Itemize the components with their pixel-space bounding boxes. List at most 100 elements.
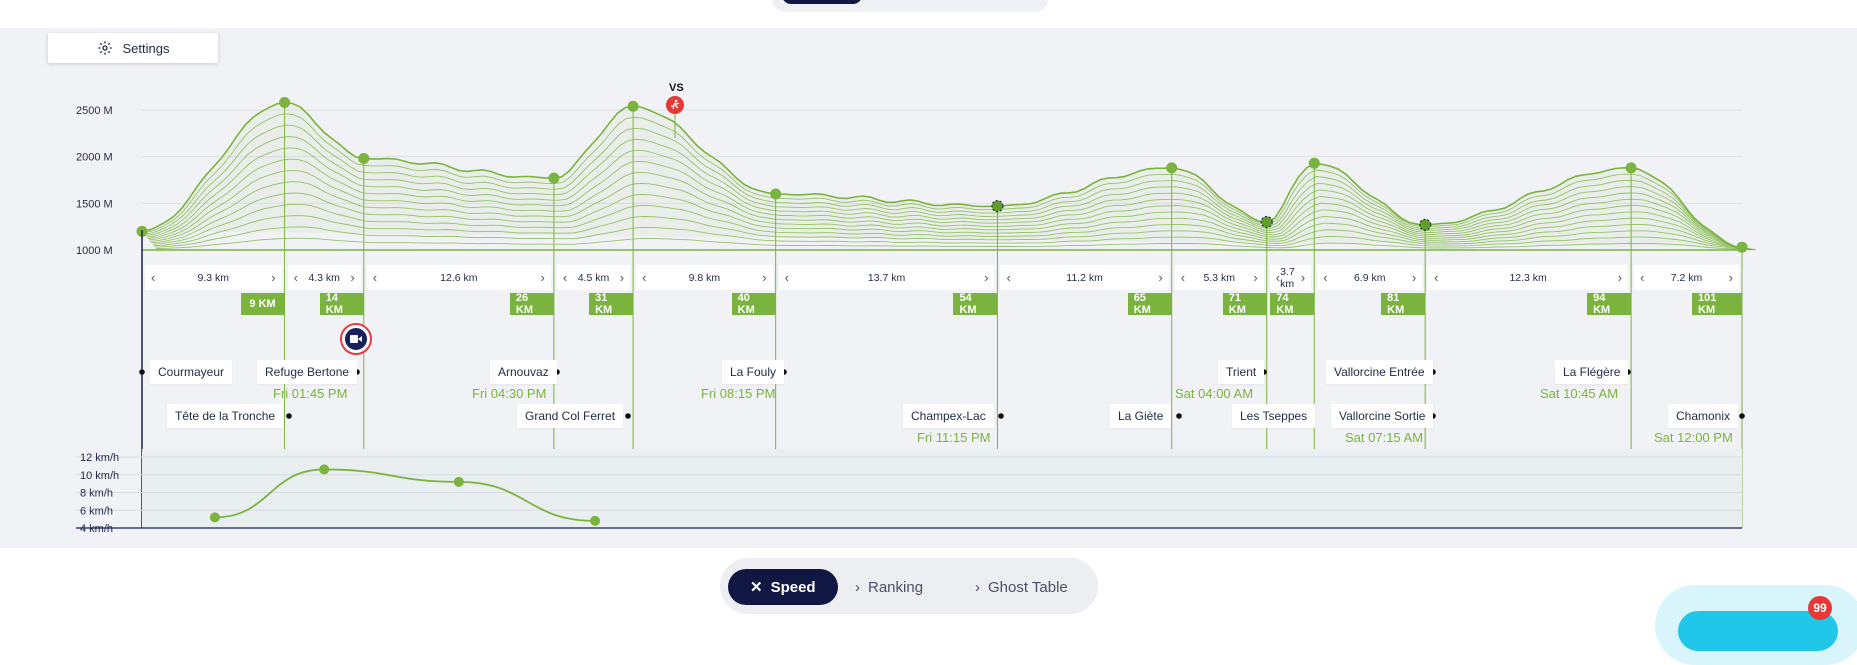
chevron-left-icon[interactable]: ‹ — [1323, 270, 1328, 285]
segment-distance[interactable]: ‹ 9.3 km › — [145, 265, 282, 290]
chevron-left-icon[interactable]: ‹ — [151, 270, 156, 285]
tab-ranking-label: Ranking — [868, 578, 924, 596]
champex-lac-label[interactable]: Champex-Lac — [903, 404, 994, 428]
tab-ranking[interactable]: › Ranking — [855, 569, 923, 605]
chevron-left-icon[interactable]: ‹ — [642, 270, 647, 285]
speed-point[interactable] — [319, 464, 330, 475]
chevron-right-icon[interactable]: › — [1158, 270, 1163, 285]
elevation-profile-line — [150, 181, 1751, 250]
elevation-profile-line — [143, 113, 1744, 248]
chevron-right-icon[interactable]: › — [1411, 270, 1417, 285]
segment-distance[interactable]: ‹ 9.8 km › — [636, 265, 773, 290]
les-tseppes-label[interactable]: Les Tseppes — [1232, 404, 1316, 428]
chevron-right-icon[interactable]: › — [762, 270, 767, 285]
chevron-right-icon[interactable]: › — [1617, 270, 1623, 285]
checkpoint-dot[interactable] — [279, 97, 291, 109]
connector-dot — [625, 413, 631, 419]
elevation-profile-line — [154, 226, 1755, 251]
chevron-left-icon[interactable]: ‹ — [293, 270, 298, 285]
speed-tick-label: 8 km/h — [80, 488, 113, 500]
chevron-right-icon[interactable]: › — [540, 270, 545, 285]
settings-button[interactable]: Settings — [48, 33, 218, 63]
segment-distance[interactable]: ‹ 4.3 km › — [287, 265, 361, 290]
elevation-chart: 2500 M 2000 M 1500 M 1000 M 12 km/h 10 km/h 8 … — [76, 97, 1757, 535]
runner-icon[interactable] — [666, 96, 684, 114]
la-fouly-label[interactable]: La Fouly — [722, 360, 785, 384]
segment-distance[interactable]: ‹ 12.3 km › — [1428, 265, 1629, 290]
checkpoint-dot[interactable] — [1419, 218, 1432, 231]
chevron-left-icon[interactable]: ‹ — [1275, 270, 1281, 285]
chevron-left-icon[interactable]: ‹ — [562, 270, 568, 285]
top-toggle-active[interactable] — [782, 0, 862, 4]
segment-distance-label: 4.3 km — [308, 271, 340, 284]
speed-tick-label: 6 km/h — [80, 505, 113, 517]
chevron-left-icon[interactable]: ‹ — [1434, 270, 1439, 285]
chevron-right-icon[interactable]: › — [350, 270, 355, 285]
checkpoint-dot[interactable] — [1625, 162, 1637, 174]
chevron-left-icon[interactable]: ‹ — [784, 270, 789, 285]
elevation-profile-line — [155, 237, 1757, 251]
chevron-left-icon[interactable]: ‹ — [372, 270, 378, 285]
speed-point[interactable] — [453, 476, 464, 487]
segment-distance-label: 3.7 km — [1280, 265, 1295, 290]
elevation-profile-line — [141, 101, 1743, 248]
chevron-right-icon[interactable]: › — [1728, 270, 1733, 285]
checkpoint-dot[interactable] — [991, 200, 1004, 213]
segment-distance[interactable]: ‹ 3.7 km › — [1269, 265, 1312, 290]
chevron-right-icon[interactable]: › — [1253, 270, 1258, 285]
connector-dot — [139, 369, 145, 375]
elevation-profile-line — [152, 203, 1753, 250]
courmayeur-label[interactable]: Courmayeur — [150, 360, 233, 384]
refuge-bertone-label[interactable]: Refuge Bertone — [257, 360, 358, 384]
segment-distance[interactable]: ‹ 7.2 km › — [1634, 265, 1739, 290]
elevation-profile-line — [144, 124, 1745, 249]
segment-distance[interactable]: ‹ 4.5 km › — [556, 265, 631, 290]
checkpoint-dot[interactable] — [1308, 157, 1320, 169]
tete-de-la-tronche-label[interactable]: Tête de la Tronche — [167, 404, 284, 428]
tab-speed[interactable]: ✕ Speed — [728, 569, 838, 605]
chamonix-label[interactable]: Chamonix — [1668, 404, 1739, 428]
chevron-left-icon[interactable]: ‹ — [1006, 270, 1011, 285]
trient-label[interactable]: Trient — [1218, 360, 1265, 384]
speed-tick-label: 4 km/h — [80, 523, 113, 535]
km-badge: 65 KM — [1127, 292, 1172, 316]
chevron-right-icon[interactable]: › — [619, 270, 625, 285]
chevron-left-icon[interactable]: ‹ — [1640, 270, 1645, 285]
tab-speed-label: Speed — [770, 578, 816, 596]
segment-distance[interactable]: ‹ 11.2 km › — [1000, 265, 1169, 290]
segment-distance[interactable]: ‹ 13.7 km › — [778, 265, 995, 290]
speed-point[interactable] — [209, 512, 220, 523]
la-flegere-label[interactable]: La Flégère — [1555, 360, 1629, 384]
checkpoint-dot[interactable] — [548, 172, 560, 184]
trient-time: Sat 04:00 AM — [1175, 386, 1254, 401]
chevron-right-icon[interactable]: › — [271, 270, 276, 285]
chevron-left-icon[interactable]: ‹ — [1180, 270, 1186, 285]
vallorcine-entree-label[interactable]: Vallorcine Entrée — [1326, 360, 1433, 384]
chevron-right-icon[interactable]: › — [1300, 270, 1306, 285]
tab-ghost-table[interactable]: › Ghost Table — [975, 569, 1068, 605]
vallorcine-sortie-label[interactable]: Vallorcine Sortie — [1331, 404, 1434, 428]
connector-dot — [1176, 413, 1182, 419]
top-toggle[interactable] — [772, 0, 1048, 12]
grand-col-ferret-label[interactable]: Grand Col Ferret — [517, 404, 624, 428]
segment-distance-label: 9.8 km — [688, 271, 721, 284]
close-icon: ✕ — [750, 579, 763, 596]
segment-distance[interactable]: ‹ 5.3 km › — [1174, 265, 1264, 290]
camera-button[interactable] — [340, 323, 372, 355]
elevation-profile-line — [148, 169, 1750, 249]
checkpoint-dot[interactable] — [1166, 162, 1178, 174]
segment-distance[interactable]: ‹ 6.9 km › — [1317, 265, 1423, 290]
checkpoint-dot[interactable] — [1260, 215, 1273, 229]
chevron-right-icon[interactable]: › — [984, 270, 989, 285]
chamonix-time: Sat 12:00 PM — [1654, 430, 1733, 445]
settings-label: Settings — [122, 40, 170, 56]
checkpoint-dot[interactable] — [770, 188, 782, 200]
la-giete-label[interactable]: La Giète — [1110, 404, 1172, 428]
arnouvaz-label[interactable]: Arnouvaz — [490, 360, 557, 384]
view-tabs: ✕ Speed › Ranking › Ghost Table — [720, 558, 1098, 614]
checkpoint-dot[interactable] — [627, 100, 639, 112]
checkpoint-dot[interactable] — [358, 153, 370, 165]
segment-distance[interactable]: ‹ 12.6 km › — [366, 265, 551, 290]
checkpoint-dot[interactable] — [1736, 241, 1748, 253]
speed-point[interactable] — [590, 515, 601, 526]
